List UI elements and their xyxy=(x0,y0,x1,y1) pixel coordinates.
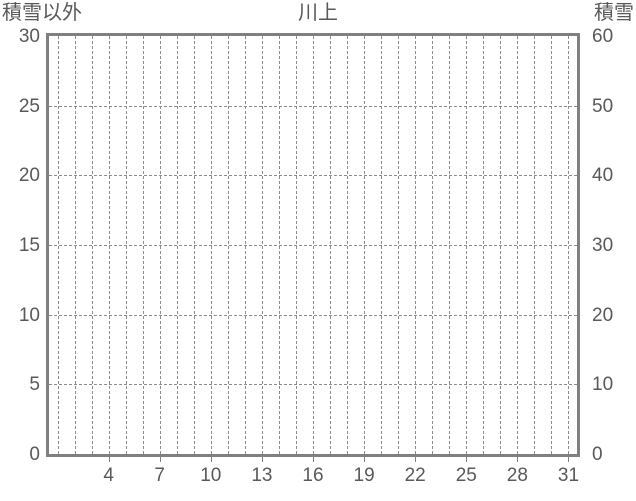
right-axis-title: 積雪 xyxy=(594,2,634,24)
horizontal-gridline xyxy=(49,384,577,386)
horizontal-gridline xyxy=(49,105,577,107)
x-axis-tick-label: 16 xyxy=(302,465,324,486)
left-axis-tick-label: 5 xyxy=(29,374,40,396)
x-axis-tick-label: 28 xyxy=(506,465,528,486)
x-axis-tick-label: 25 xyxy=(455,465,477,486)
left-axis-tick-label: 20 xyxy=(18,165,40,187)
horizontal-gridline xyxy=(49,245,577,246)
x-axis-tick-label: 19 xyxy=(353,465,375,486)
x-axis-tick-mark xyxy=(466,457,468,462)
x-axis-tick-mark xyxy=(261,457,263,462)
x-axis-tick-label: 10 xyxy=(200,465,222,486)
horizontal-gridline xyxy=(49,314,577,316)
left-axis-tick-label: 25 xyxy=(18,95,40,117)
chart-title: 川上 xyxy=(298,2,338,24)
x-axis-tick-mark xyxy=(364,457,366,462)
plot-grid xyxy=(49,36,577,454)
x-axis-tick-mark xyxy=(517,457,519,462)
left-axis-tick-label: 0 xyxy=(29,444,40,465)
x-axis-tick-mark xyxy=(568,457,570,462)
right-axis-tick-label: 60 xyxy=(592,26,614,47)
left-axis-title: 積雪以外 xyxy=(2,2,82,24)
x-axis-tick-label: 7 xyxy=(154,465,165,486)
left-axis-tick-label: 10 xyxy=(18,304,40,326)
right-axis-tick-label: 30 xyxy=(592,235,614,256)
left-axis-tick-label: 30 xyxy=(18,26,40,47)
x-axis-tick-mark xyxy=(313,457,314,462)
right-axis-tick-label: 20 xyxy=(592,304,614,326)
right-axis-tick-label: 0 xyxy=(592,444,603,465)
right-axis-tick-label: 10 xyxy=(592,374,614,396)
x-axis-tick-mark xyxy=(108,457,110,462)
right-axis-tick-label: 40 xyxy=(592,165,614,187)
x-axis-tick-mark xyxy=(210,457,212,462)
x-axis-tick-label: 13 xyxy=(251,465,273,486)
plot-area xyxy=(46,33,580,457)
left-axis-tick-label: 15 xyxy=(18,235,40,256)
x-axis-tick-label: 31 xyxy=(557,465,580,486)
x-axis-tick-mark xyxy=(415,457,417,462)
horizontal-gridline xyxy=(49,175,577,177)
x-axis-tick-label: 22 xyxy=(404,465,426,486)
x-axis-tick-label: 4 xyxy=(103,465,114,486)
right-axis-tick-label: 50 xyxy=(592,95,614,117)
x-axis-tick-mark xyxy=(159,457,161,462)
